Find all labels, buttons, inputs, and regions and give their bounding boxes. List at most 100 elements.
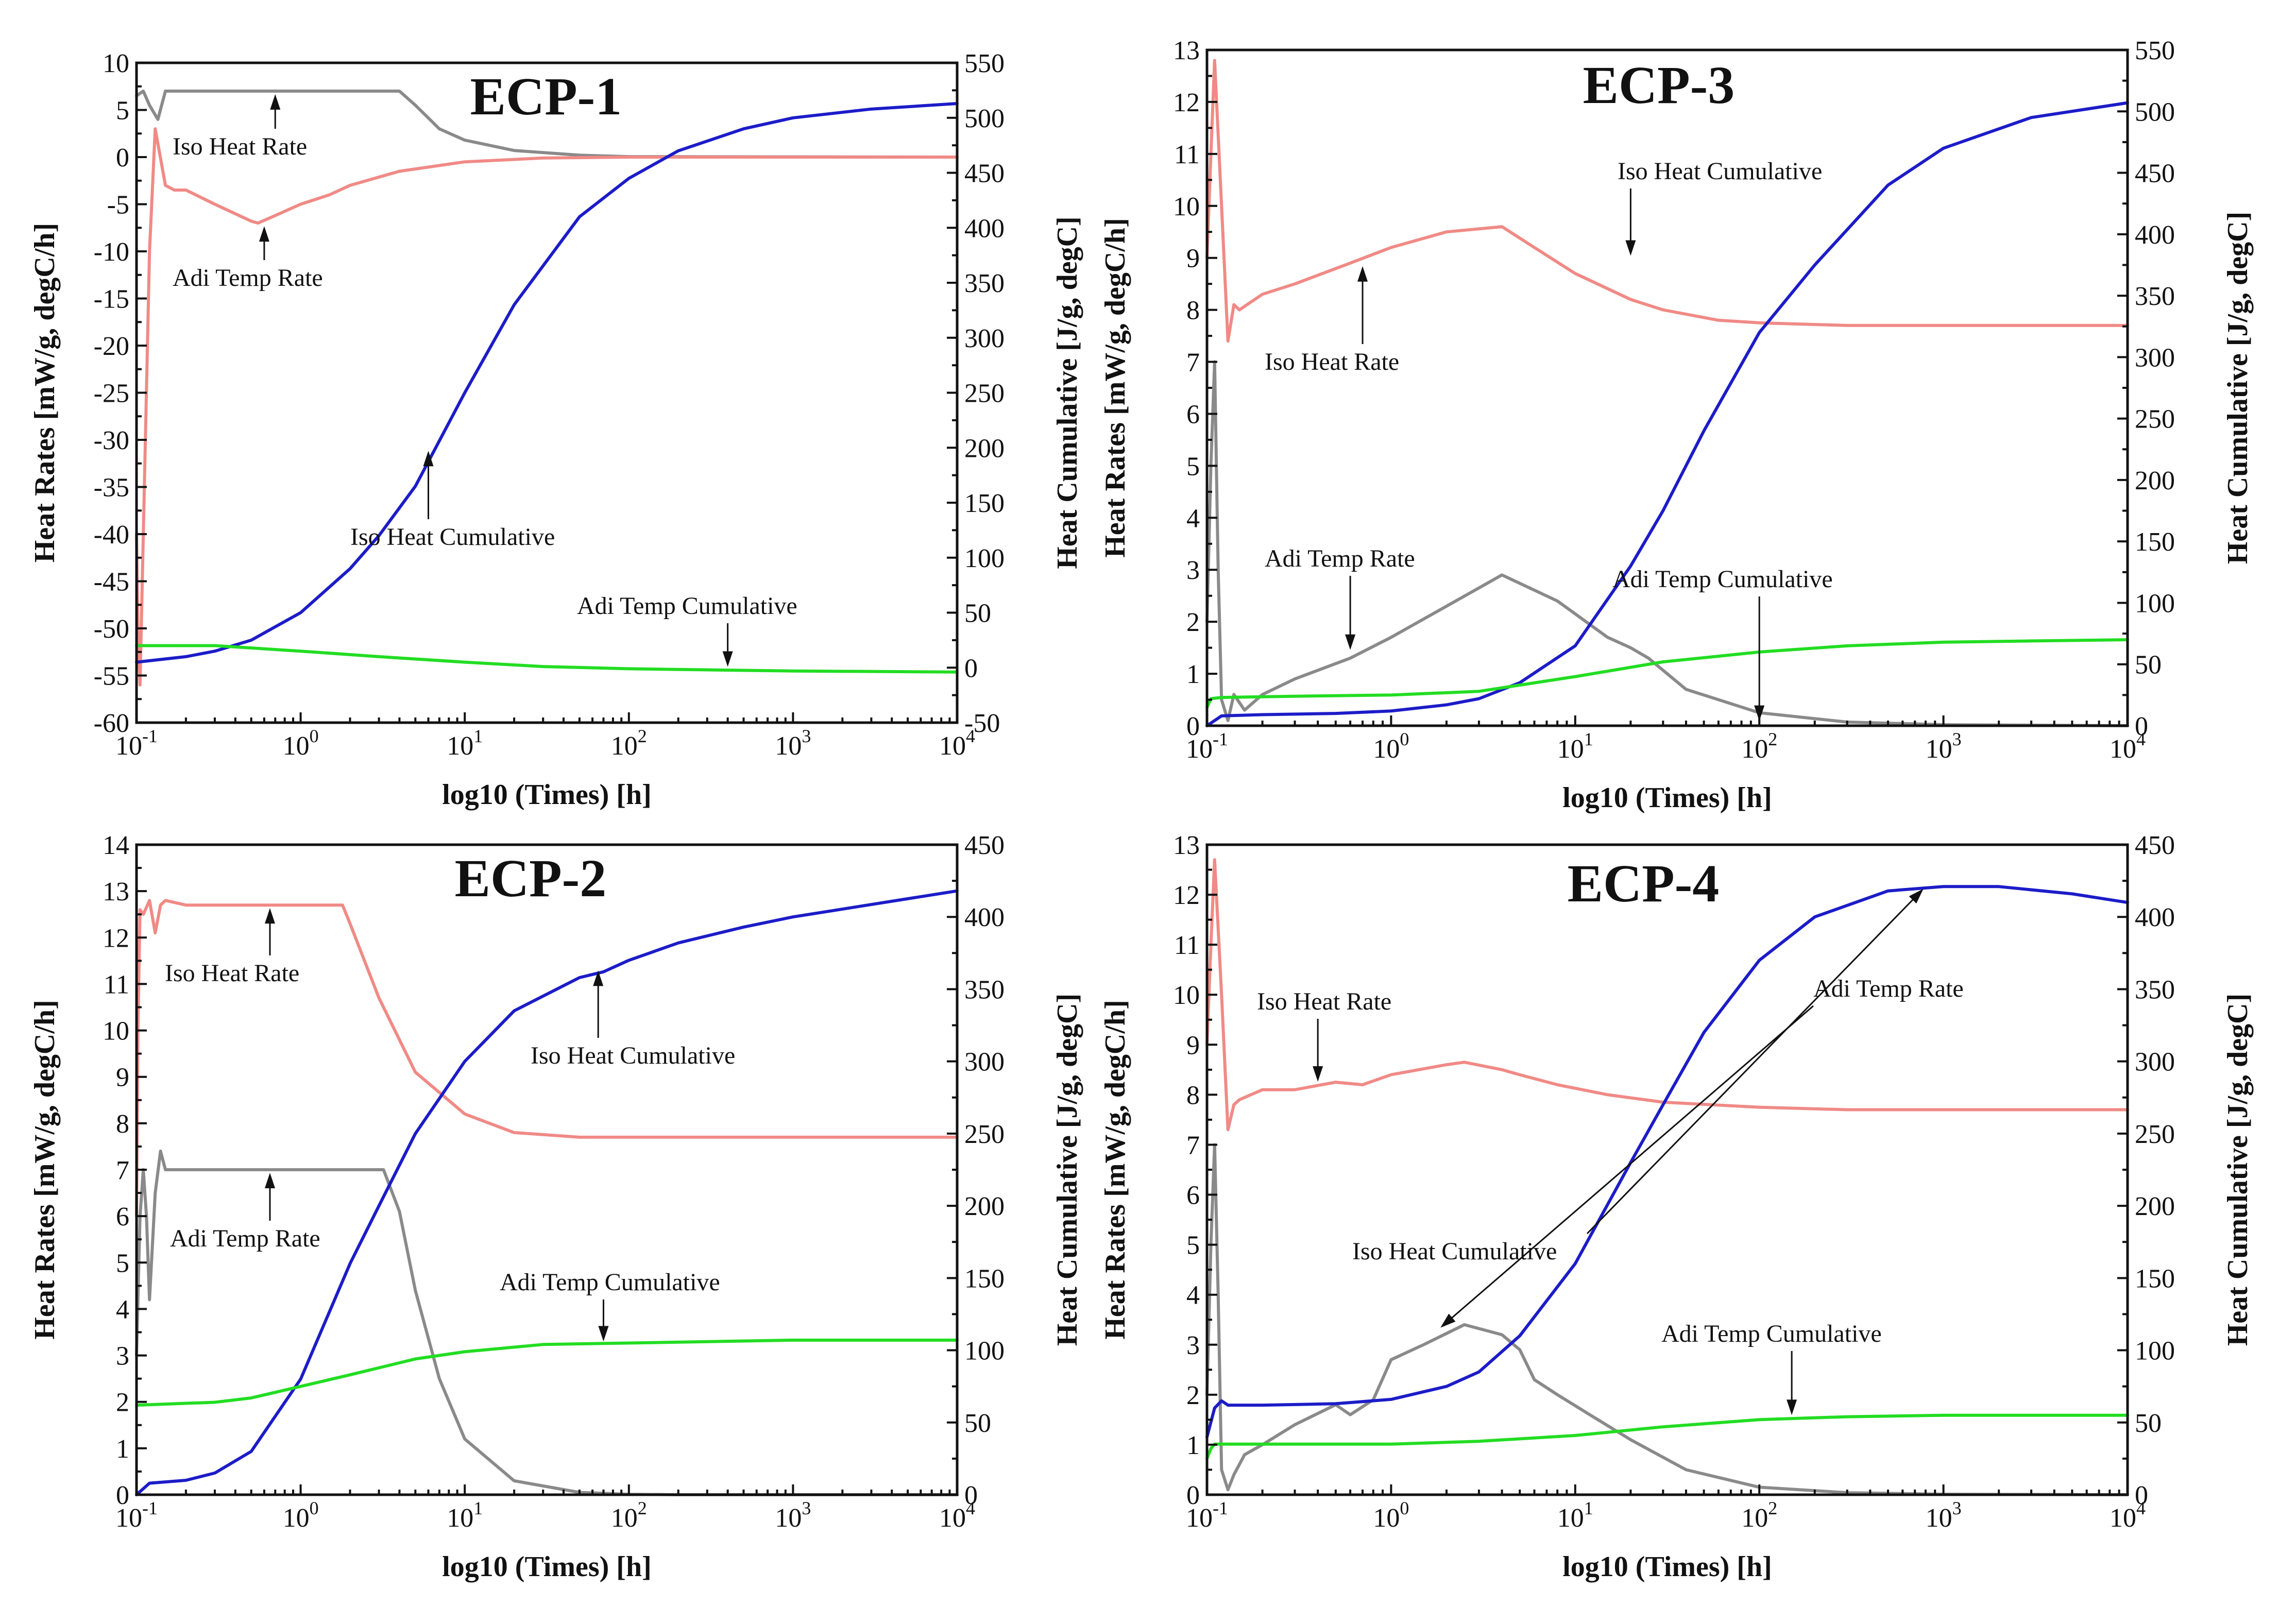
y-tick-label: -40 xyxy=(94,520,129,550)
y2-tick-label: 0 xyxy=(964,654,978,683)
y2-tick-label: 300 xyxy=(964,1048,1005,1077)
y-tick-label: 3 xyxy=(1186,1331,1200,1360)
annotation-arrowhead xyxy=(1625,241,1636,256)
y-tick-label: -50 xyxy=(94,614,129,644)
x-tick-label: 103 xyxy=(1926,1498,1962,1533)
y-tick-label: -10 xyxy=(94,237,129,267)
y2-tick-label: 150 xyxy=(2135,527,2175,557)
y-tick-label: 6 xyxy=(1186,1181,1200,1210)
y-tick-label: 9 xyxy=(1186,244,1200,273)
annotation-label: Iso Heat Cumulative xyxy=(1352,1238,1557,1265)
y2-tick-label: 350 xyxy=(964,975,1005,1004)
series-line-adi-temp-rate xyxy=(1207,362,2128,726)
x-tick-label: 101 xyxy=(447,726,483,761)
y2-tick-label: 150 xyxy=(964,489,1005,518)
y2-tick-label: 350 xyxy=(2135,975,2175,1004)
y-tick-label: 7 xyxy=(116,1156,129,1185)
panel-title: ECP-3 xyxy=(1583,56,1735,115)
annotation-label: Iso Heat Cumulative xyxy=(531,1042,735,1069)
plot-frame xyxy=(1207,845,2128,1495)
y2-axis-title: Heat Cumulative [J/g, degC] xyxy=(2222,994,2254,1346)
y2-tick-label: 200 xyxy=(964,434,1005,463)
annotation-label: Iso Heat Cumulative xyxy=(350,523,555,551)
y2-tick-label: 300 xyxy=(964,324,1005,353)
y2-tick-label: 100 xyxy=(2135,1337,2175,1366)
y-tick-label: -25 xyxy=(94,379,129,408)
annotation-arrowhead xyxy=(259,226,269,242)
plot-frame xyxy=(1207,50,2128,726)
y-tick-label: -15 xyxy=(94,285,129,314)
y2-tick-label: 250 xyxy=(964,1120,1005,1149)
x-tick-label: 103 xyxy=(775,1498,811,1533)
chart-panel-ecp-2: 10-1 100 101 102 103 104141312111098765432104… xyxy=(29,831,1083,1583)
x-tick-label: 102 xyxy=(611,726,647,761)
x-tick-label: 100 xyxy=(283,726,319,761)
y2-tick-label: 300 xyxy=(2135,343,2175,372)
annotation-label: Adi Temp Cumulative xyxy=(500,1269,720,1296)
y-tick-label: 10 xyxy=(1173,981,1200,1010)
y-tick-label: 11 xyxy=(1174,931,1200,960)
annotation-arrowhead xyxy=(1345,635,1355,650)
annotation-label: Adi Temp Rate xyxy=(173,264,323,292)
annotation-arrowhead xyxy=(1313,1066,1323,1082)
y-tick-label: 10 xyxy=(1173,192,1200,221)
x-tick-label: 103 xyxy=(1926,729,1962,764)
y2-tick-label: 50 xyxy=(964,599,991,628)
y2-tick-label: 150 xyxy=(964,1264,1005,1293)
y-axis-title: Heat Rates [mW/g, degC/h] xyxy=(29,223,61,562)
panel-title: ECP-2 xyxy=(455,849,607,908)
y2-tick-label: 100 xyxy=(964,1337,1005,1366)
y2-tick-label: 50 xyxy=(964,1409,991,1438)
annotation-arrowhead xyxy=(1357,266,1368,282)
y-tick-label: 4 xyxy=(116,1295,129,1324)
y-tick-label: 0 xyxy=(1186,712,1200,741)
y2-axis-title: Heat Cumulative [J/g, degC] xyxy=(1051,216,1083,569)
series-line-adi-temp-rate xyxy=(137,1151,957,1495)
annotation-label: Adi Temp Cumulative xyxy=(1661,1320,1882,1347)
y-tick-label: 0 xyxy=(1186,1481,1200,1510)
series-line-adi-temp-rate xyxy=(137,129,957,685)
x-axis-title: log10 (Times) [h] xyxy=(1562,1551,1772,1583)
y2-tick-label: 100 xyxy=(2135,589,2175,618)
y2-tick-label: 200 xyxy=(2135,1192,2175,1221)
y2-tick-label: 500 xyxy=(2135,97,2175,127)
x-tick-label: 101 xyxy=(1557,729,1593,764)
y-tick-label: -5 xyxy=(107,191,129,220)
y2-tick-label: 0 xyxy=(964,1481,978,1510)
y2-tick-label: 200 xyxy=(964,1192,1005,1221)
y-tick-label: 1 xyxy=(1186,660,1200,689)
y-axis-title: Heat Rates [mW/g, degC/h] xyxy=(29,1000,61,1339)
y-tick-label: 0 xyxy=(116,143,129,173)
x-tick-label: 101 xyxy=(447,1498,483,1533)
y2-tick-label: 400 xyxy=(964,214,1005,243)
y-tick-label: 4 xyxy=(1186,1281,1200,1310)
x-tick-label: 102 xyxy=(1741,1498,1777,1533)
y2-tick-label: 550 xyxy=(2135,36,2175,65)
annotation-label: Adi Temp Rate xyxy=(170,1225,320,1252)
y2-axis-title: Heat Cumulative [J/g, degC] xyxy=(1051,994,1083,1346)
y2-tick-label: 350 xyxy=(964,269,1005,298)
annotation-label: Iso Heat Rate xyxy=(1265,348,1399,375)
y-tick-label: 11 xyxy=(1174,140,1200,169)
y-tick-label: -30 xyxy=(94,426,129,455)
annotation-arrowhead xyxy=(598,1326,608,1341)
y-axis-title: Heat Rates [mW/g, degC/h] xyxy=(1099,1000,1131,1339)
y-tick-label: 7 xyxy=(1186,1131,1200,1160)
annotation-label: Iso Heat Rate xyxy=(173,133,307,160)
y2-tick-label: 250 xyxy=(964,379,1005,408)
y-tick-label: -60 xyxy=(94,709,129,738)
y-tick-label: 8 xyxy=(1186,1081,1200,1110)
y-tick-label: 1 xyxy=(1186,1431,1200,1460)
y2-tick-label: 150 xyxy=(2135,1264,2175,1293)
y-tick-label: 0 xyxy=(116,1481,129,1510)
y2-tick-label: 500 xyxy=(964,104,1005,133)
annotation-arrow xyxy=(1587,897,1915,1234)
annotation-arrow xyxy=(1449,1006,1813,1320)
y-tick-label: 8 xyxy=(116,1109,129,1139)
annotation-label: Adi Temp Rate xyxy=(1265,545,1415,572)
y-tick-label: 8 xyxy=(1186,296,1200,326)
y2-tick-label: 400 xyxy=(2135,903,2175,932)
y2-tick-label: 350 xyxy=(2135,282,2175,311)
x-tick-label: 100 xyxy=(283,1498,319,1533)
y2-tick-label: 250 xyxy=(2135,405,2175,434)
